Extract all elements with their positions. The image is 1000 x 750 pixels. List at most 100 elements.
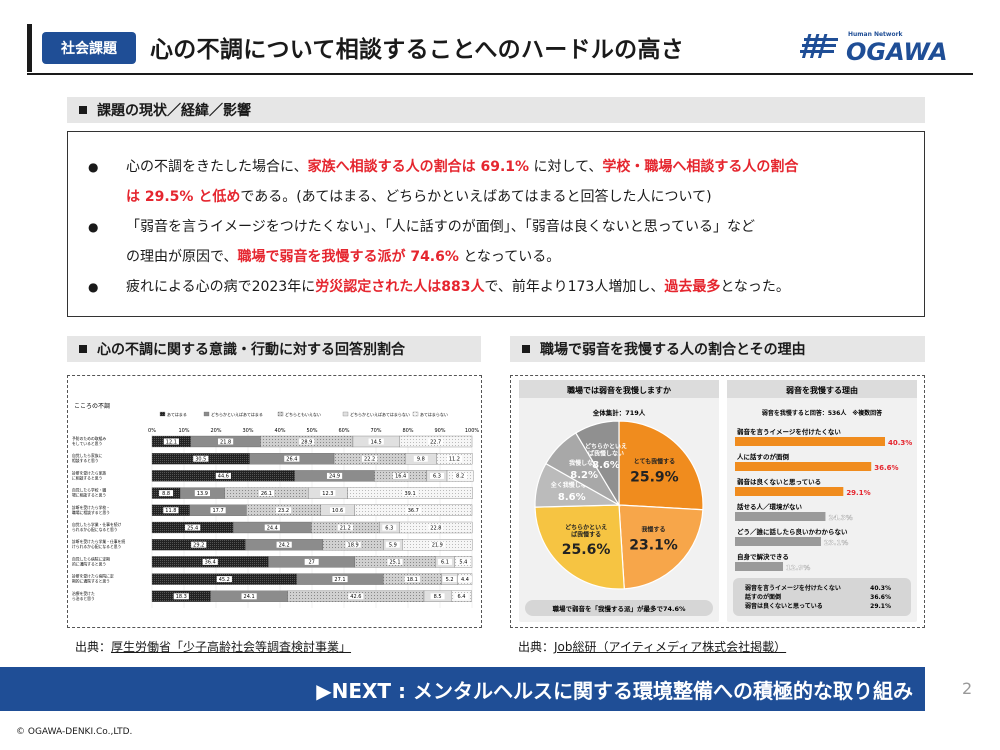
- plain-text: で、前年より173人増加し、: [484, 279, 665, 295]
- pie-category-label: どちらかといえば我慢しない: [585, 443, 627, 458]
- source-prefix: 出典：: [518, 640, 555, 654]
- value-label-bg: [368, 438, 384, 445]
- value-label: 28.9: [301, 439, 312, 445]
- reason-value: 29.1%: [846, 489, 870, 497]
- copyright: © OGAWA-DENKI.Co.,LTD.: [16, 727, 133, 737]
- value-label-bg: [304, 558, 319, 565]
- value-label: 27.1: [334, 577, 345, 583]
- value-label-bg: [326, 472, 343, 479]
- highlight-text: 労災認定された人は883人: [315, 279, 485, 295]
- x-tick-label: 100%: [465, 428, 480, 434]
- next-banner: ▶NEXT : メンタルヘルスに関する環境整備への積極的な取り組み: [0, 667, 925, 711]
- value-label-bg: [173, 593, 189, 600]
- issue-box: ● 心の不調をきたした場合に、家族へ相談する人の割合は 69.1% に対して、学校…: [67, 131, 925, 317]
- logo-wordmark: OGAWA: [846, 38, 948, 66]
- value-label: 18.9: [348, 543, 359, 549]
- summary-value: 36.6%: [870, 594, 891, 601]
- summary-value: 29.1%: [870, 603, 891, 610]
- reason-bar: [735, 487, 844, 496]
- value-label-bg: [210, 507, 226, 514]
- pie-slice: [574, 420, 620, 508]
- pie-slice: [618, 420, 704, 511]
- pie-category-label-line: どちらかといえ: [585, 443, 627, 451]
- source-prefix: 出典：: [75, 640, 112, 654]
- value-label-bg: [218, 438, 234, 445]
- issue-section-title: 課題の現状／経緯／影響: [97, 103, 251, 119]
- category-label-line: 自覚したら学業・仕事を続け: [72, 522, 122, 527]
- value-label-bg: [428, 524, 444, 531]
- right-section-title: 職場で弱音を我慢する人の割合とその理由: [540, 342, 806, 358]
- plain-text: である。(あてはまる、どちらかといえばあてはまると回答した人について): [240, 189, 712, 205]
- category-label: 診断を受けたら学校・職場に相談すると思う: [72, 505, 110, 515]
- value-label: 5.2: [446, 577, 454, 583]
- value-label-bg: [284, 455, 300, 462]
- value-label: 11.2: [449, 457, 460, 463]
- source-link[interactable]: Job総研（アイティメディア株式会社掲載）: [554, 640, 787, 654]
- x-tick-label: 0%: [148, 428, 156, 434]
- plain-text: の理由が原因で、: [126, 249, 238, 265]
- bullet-dot-icon: ●: [88, 280, 99, 294]
- highlight-text: は 29.5% と低め: [126, 189, 241, 205]
- reason-value: 40.3%: [888, 439, 912, 447]
- plain-text: 「弱音を言うイメージをつけたくない」、「人に話すのが面倒」、「弱音は良くないと思…: [126, 219, 756, 235]
- reason-label: どう／誰に話したら良いかわからない: [737, 527, 848, 536]
- plain-text: となっている。: [458, 249, 561, 265]
- pie-category-label: 全く我慢しない: [550, 481, 593, 489]
- value-label: 13.9: [197, 491, 208, 497]
- pie-category-label: 我慢する: [642, 525, 666, 533]
- legend-swatch: [412, 411, 419, 417]
- pie-category-label: とても我慢する: [634, 458, 676, 466]
- pie-category-label-line: 我慢する: [642, 525, 666, 533]
- pie-total: 全体集計：719人: [592, 408, 646, 417]
- category-label-line: 自覚したら家族に: [72, 453, 103, 458]
- legend-swatch: [342, 411, 349, 417]
- pie-value-label: 23.1%: [629, 537, 678, 553]
- value-label-bg: [382, 524, 397, 531]
- reason-bar: [735, 437, 885, 446]
- value-label-bg: [299, 438, 315, 445]
- legend-label: どちらかといえばあてはまる: [211, 411, 263, 417]
- value-label: 8.8: [162, 491, 170, 497]
- value-label-bg: [387, 558, 403, 565]
- value-label: 6.4: [457, 594, 465, 600]
- value-label-bg: [193, 455, 209, 462]
- value-label-bg: [163, 507, 179, 514]
- left-section-title: 心の不調に関する意識・行動に対する回答別割合: [97, 342, 405, 358]
- legend-label: どちらともいえない: [285, 411, 321, 417]
- value-label-bg: [258, 490, 274, 497]
- pie-title-bg: [519, 380, 719, 398]
- reason-bar: [735, 562, 784, 571]
- category-label: 自覚したら家族に相談すると思う: [72, 453, 103, 463]
- value-label: 12.1: [166, 439, 177, 445]
- plain-text: に対して、: [529, 159, 603, 175]
- reason-bar: [735, 462, 872, 471]
- value-label: 39.1: [405, 491, 416, 497]
- source-link[interactable]: 厚生労働省「少子高齢社会等調査検討事業」: [111, 640, 352, 654]
- bullet-dot-icon: ●: [88, 160, 99, 174]
- value-label-bg: [457, 576, 472, 583]
- value-label-bg: [337, 524, 353, 531]
- pie-category-label-line: ば我慢しない: [588, 450, 624, 458]
- bullet-text: は 29.5% と低めである。(あてはまる、どちらかといえばあてはまると回答した…: [126, 182, 906, 212]
- value-label: 21.9: [432, 543, 443, 549]
- reason-label: 話せる人／環境がない: [737, 502, 803, 511]
- category-label: 自覚したら病院に定期的に通院すると思う: [72, 556, 110, 566]
- x-tick-label: 30%: [242, 428, 253, 434]
- value-label: 25.4: [187, 525, 198, 531]
- reason-label: 人に話すのが面倒: [737, 452, 790, 461]
- value-label: 8.5: [434, 594, 442, 600]
- pie-value-label: 8.6%: [592, 460, 620, 471]
- bullet-dot-icon: ●: [88, 220, 99, 234]
- value-label: 9.8: [417, 457, 425, 463]
- value-label: 5.4: [459, 560, 467, 566]
- pie-title: 職場では弱音を我慢しますか: [567, 385, 671, 395]
- pie-category-label-line: 我慢しない: [569, 459, 599, 467]
- left-source: 出典：厚生労働省「少子高齢社会等調査検討事業」: [75, 638, 351, 655]
- value-label: 29.2: [193, 543, 204, 549]
- reason-bar: [735, 537, 821, 546]
- reason-bar: [735, 512, 826, 521]
- value-label: 12.3: [322, 491, 333, 497]
- value-label: 26.1: [261, 491, 272, 497]
- reason-value: 24.3%: [828, 514, 852, 522]
